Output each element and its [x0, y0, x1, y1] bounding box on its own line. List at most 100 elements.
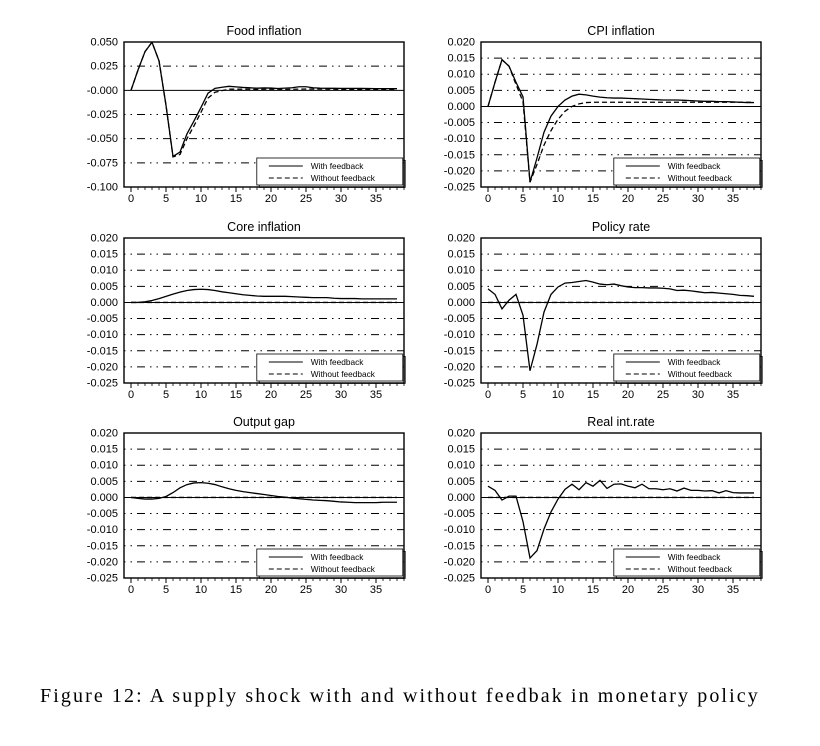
svg-text:CPI inflation: CPI inflation	[587, 24, 654, 38]
svg-text:-0.005: -0.005	[444, 117, 475, 129]
svg-text:-0.005: -0.005	[87, 508, 118, 520]
svg-text:Without feedback: Without feedback	[311, 564, 376, 574]
svg-text:-0.015: -0.015	[444, 149, 475, 161]
svg-text:-0.010: -0.010	[87, 524, 118, 536]
svg-text:5: 5	[163, 584, 169, 596]
svg-text:-0.050: -0.050	[87, 133, 118, 145]
svg-text:0.010: 0.010	[90, 265, 118, 277]
svg-text:0.010: 0.010	[447, 69, 475, 81]
svg-text:-0.025: -0.025	[87, 573, 118, 585]
svg-text:-0.075: -0.075	[87, 157, 118, 169]
svg-text:0.015: 0.015	[447, 249, 475, 261]
svg-text:30: 30	[692, 389, 704, 401]
svg-text:-0.020: -0.020	[87, 361, 118, 373]
svg-text:With feedback: With feedback	[311, 357, 364, 367]
svg-text:Without feedback: Without feedback	[668, 564, 733, 574]
svg-text:0.005: 0.005	[447, 281, 475, 293]
svg-text:35: 35	[727, 584, 739, 596]
svg-text:0.050: 0.050	[90, 37, 118, 49]
svg-text:20: 20	[622, 584, 634, 596]
svg-text:Real int.rate: Real int.rate	[587, 415, 654, 429]
svg-text:0.010: 0.010	[447, 265, 475, 277]
svg-text:25: 25	[300, 389, 312, 401]
svg-text:Output gap: Output gap	[233, 415, 295, 429]
svg-text:30: 30	[335, 584, 347, 596]
svg-text:-0.015: -0.015	[87, 345, 118, 357]
svg-text:25: 25	[657, 193, 669, 205]
svg-text:5: 5	[163, 193, 169, 205]
svg-text:15: 15	[587, 193, 599, 205]
svg-text:-0.015: -0.015	[444, 540, 475, 552]
svg-text:20: 20	[622, 389, 634, 401]
svg-text:-0.010: -0.010	[87, 329, 118, 341]
svg-text:0.005: 0.005	[447, 85, 475, 97]
svg-text:5: 5	[520, 389, 526, 401]
svg-text:10: 10	[552, 584, 564, 596]
svg-text:-0.020: -0.020	[87, 556, 118, 568]
svg-text:30: 30	[335, 389, 347, 401]
svg-text:5: 5	[163, 389, 169, 401]
svg-text:0.020: 0.020	[90, 233, 118, 245]
svg-text:-0.015: -0.015	[444, 345, 475, 357]
svg-text:0.025: 0.025	[90, 61, 118, 73]
svg-text:Without feedback: Without feedback	[311, 369, 376, 379]
svg-text:20: 20	[265, 389, 277, 401]
svg-text:0: 0	[128, 389, 134, 401]
svg-text:10: 10	[552, 193, 564, 205]
svg-text:10: 10	[195, 584, 207, 596]
svg-text:-0.020: -0.020	[444, 361, 475, 373]
svg-text:0.000: 0.000	[90, 492, 118, 504]
svg-text:15: 15	[230, 389, 242, 401]
svg-text:Core inflation: Core inflation	[227, 220, 301, 234]
svg-text:-0.025: -0.025	[87, 378, 118, 390]
svg-text:0.000: 0.000	[447, 297, 475, 309]
svg-text:25: 25	[657, 389, 669, 401]
svg-text:25: 25	[300, 584, 312, 596]
svg-text:-0.010: -0.010	[444, 524, 475, 536]
svg-text:25: 25	[300, 193, 312, 205]
svg-text:35: 35	[727, 389, 739, 401]
svg-text:0.020: 0.020	[90, 428, 118, 440]
svg-text:Without feedback: Without feedback	[311, 173, 376, 183]
svg-text:30: 30	[692, 584, 704, 596]
svg-text:0.020: 0.020	[447, 233, 475, 245]
svg-text:0.020: 0.020	[447, 37, 475, 49]
svg-text:With feedback: With feedback	[311, 161, 364, 171]
svg-text:-0.025: -0.025	[87, 109, 118, 121]
svg-text:35: 35	[727, 193, 739, 205]
svg-text:20: 20	[265, 193, 277, 205]
svg-text:Without feedback: Without feedback	[668, 369, 733, 379]
svg-text:35: 35	[370, 193, 382, 205]
svg-text:-0.010: -0.010	[444, 133, 475, 145]
svg-text:-0.025: -0.025	[444, 182, 475, 194]
svg-text:0.015: 0.015	[90, 444, 118, 456]
svg-text:0.005: 0.005	[90, 281, 118, 293]
svg-text:10: 10	[195, 193, 207, 205]
svg-text:0.000: 0.000	[447, 101, 475, 113]
svg-text:0.015: 0.015	[90, 249, 118, 261]
svg-text:25: 25	[657, 584, 669, 596]
svg-text:30: 30	[335, 193, 347, 205]
svg-text:-0.025: -0.025	[444, 573, 475, 585]
svg-text:5: 5	[520, 584, 526, 596]
svg-text:-0.100: -0.100	[87, 182, 118, 194]
svg-text:With feedback: With feedback	[668, 552, 721, 562]
svg-text:10: 10	[552, 389, 564, 401]
svg-text:35: 35	[370, 584, 382, 596]
svg-text:35: 35	[370, 389, 382, 401]
svg-text:-0.005: -0.005	[87, 313, 118, 325]
svg-text:-0.005: -0.005	[444, 508, 475, 520]
svg-text:-0.020: -0.020	[444, 556, 475, 568]
svg-text:Policy rate: Policy rate	[592, 220, 650, 234]
svg-text:-0.000: -0.000	[87, 85, 118, 97]
svg-text:0.020: 0.020	[447, 428, 475, 440]
svg-text:30: 30	[692, 193, 704, 205]
svg-text:0.000: 0.000	[90, 297, 118, 309]
svg-text:0.005: 0.005	[447, 476, 475, 488]
svg-text:0.010: 0.010	[90, 460, 118, 472]
svg-text:-0.010: -0.010	[444, 329, 475, 341]
svg-text:Food inflation: Food inflation	[226, 24, 301, 38]
svg-text:0: 0	[128, 584, 134, 596]
svg-text:20: 20	[265, 584, 277, 596]
svg-text:0: 0	[485, 193, 491, 205]
